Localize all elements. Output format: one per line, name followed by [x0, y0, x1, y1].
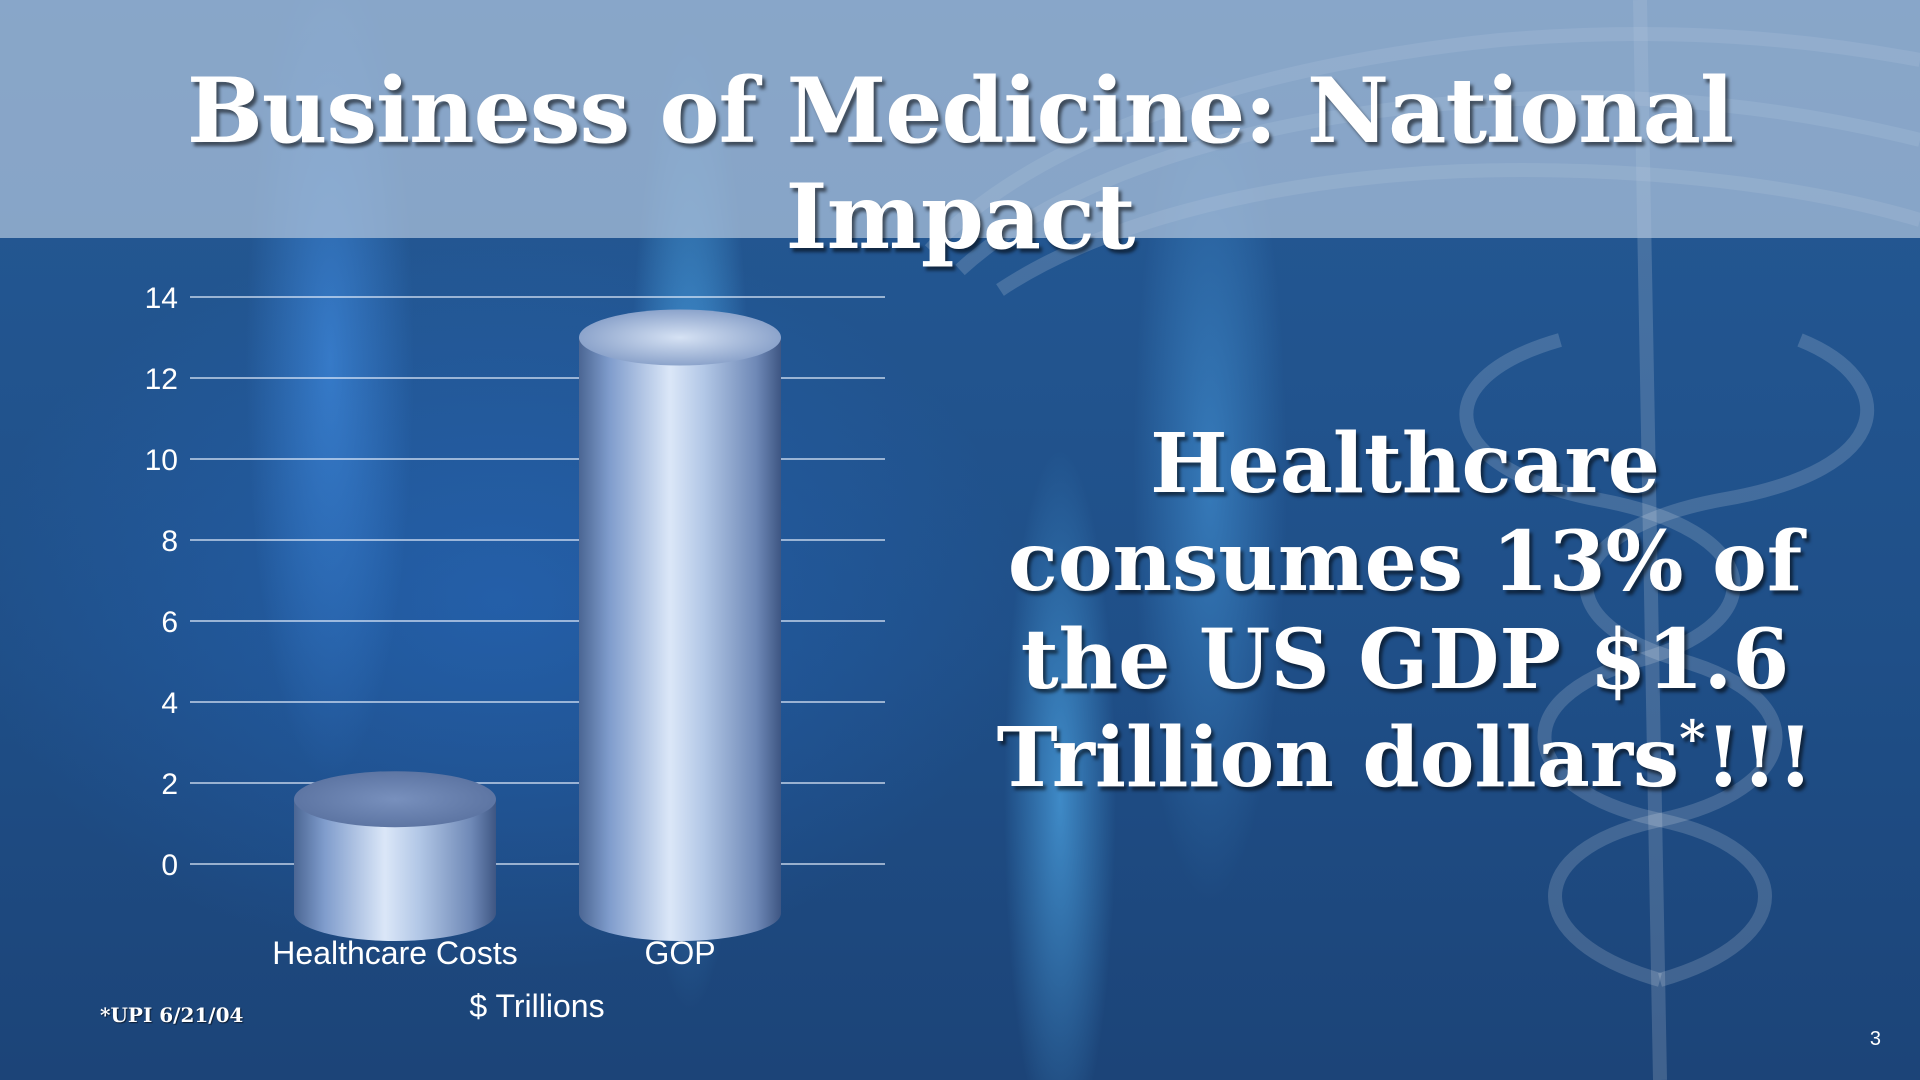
chart-bars: [294, 309, 781, 941]
y-tick-label: 8: [161, 525, 178, 558]
source-footnote: *UPI 6/21/04: [100, 1003, 244, 1027]
page-number: 3: [1869, 1028, 1881, 1050]
callout-exclamation: !!!: [1705, 710, 1814, 806]
x-category-label: Healthcare Costs: [272, 935, 517, 971]
callout-line: Trillion dollars*!!!: [985, 709, 1825, 807]
callout-line: consumes 13% of: [1007, 514, 1803, 610]
y-tick-label: 6: [161, 606, 178, 639]
y-tick-label: 14: [145, 282, 178, 315]
y-tick-label: 4: [161, 687, 178, 720]
callout-text: Healthcare consumes 13% of the US GDP $1…: [985, 415, 1825, 807]
y-tick-label: 12: [145, 363, 178, 396]
x-axis-categories: Healthcare Costs GOP: [272, 935, 715, 971]
y-tick-label: 10: [145, 444, 178, 477]
y-tick-label: 2: [161, 768, 178, 801]
bar: [294, 771, 496, 941]
y-tick-label: 0: [161, 849, 178, 882]
callout-line: the US GDP $1.6: [1020, 612, 1790, 708]
title-band: [0, 0, 1920, 238]
x-axis-label: $ Trillions: [469, 988, 604, 1024]
bar-body: [294, 799, 496, 941]
bar-body: [579, 337, 781, 941]
bar-top: [579, 309, 781, 366]
bar-top: [294, 771, 496, 828]
x-category-label: GOP: [644, 935, 715, 971]
slide-title: Business of Medicine: National Impact: [186, 58, 1734, 270]
bar: [579, 309, 781, 941]
callout-last-line-text: Trillion dollars: [996, 710, 1680, 806]
footnote-marker: *: [1679, 709, 1706, 768]
callout-line: Healthcare: [1150, 416, 1660, 512]
y-axis-ticks: 0 2 4 6 8 10 12 14: [145, 282, 178, 882]
